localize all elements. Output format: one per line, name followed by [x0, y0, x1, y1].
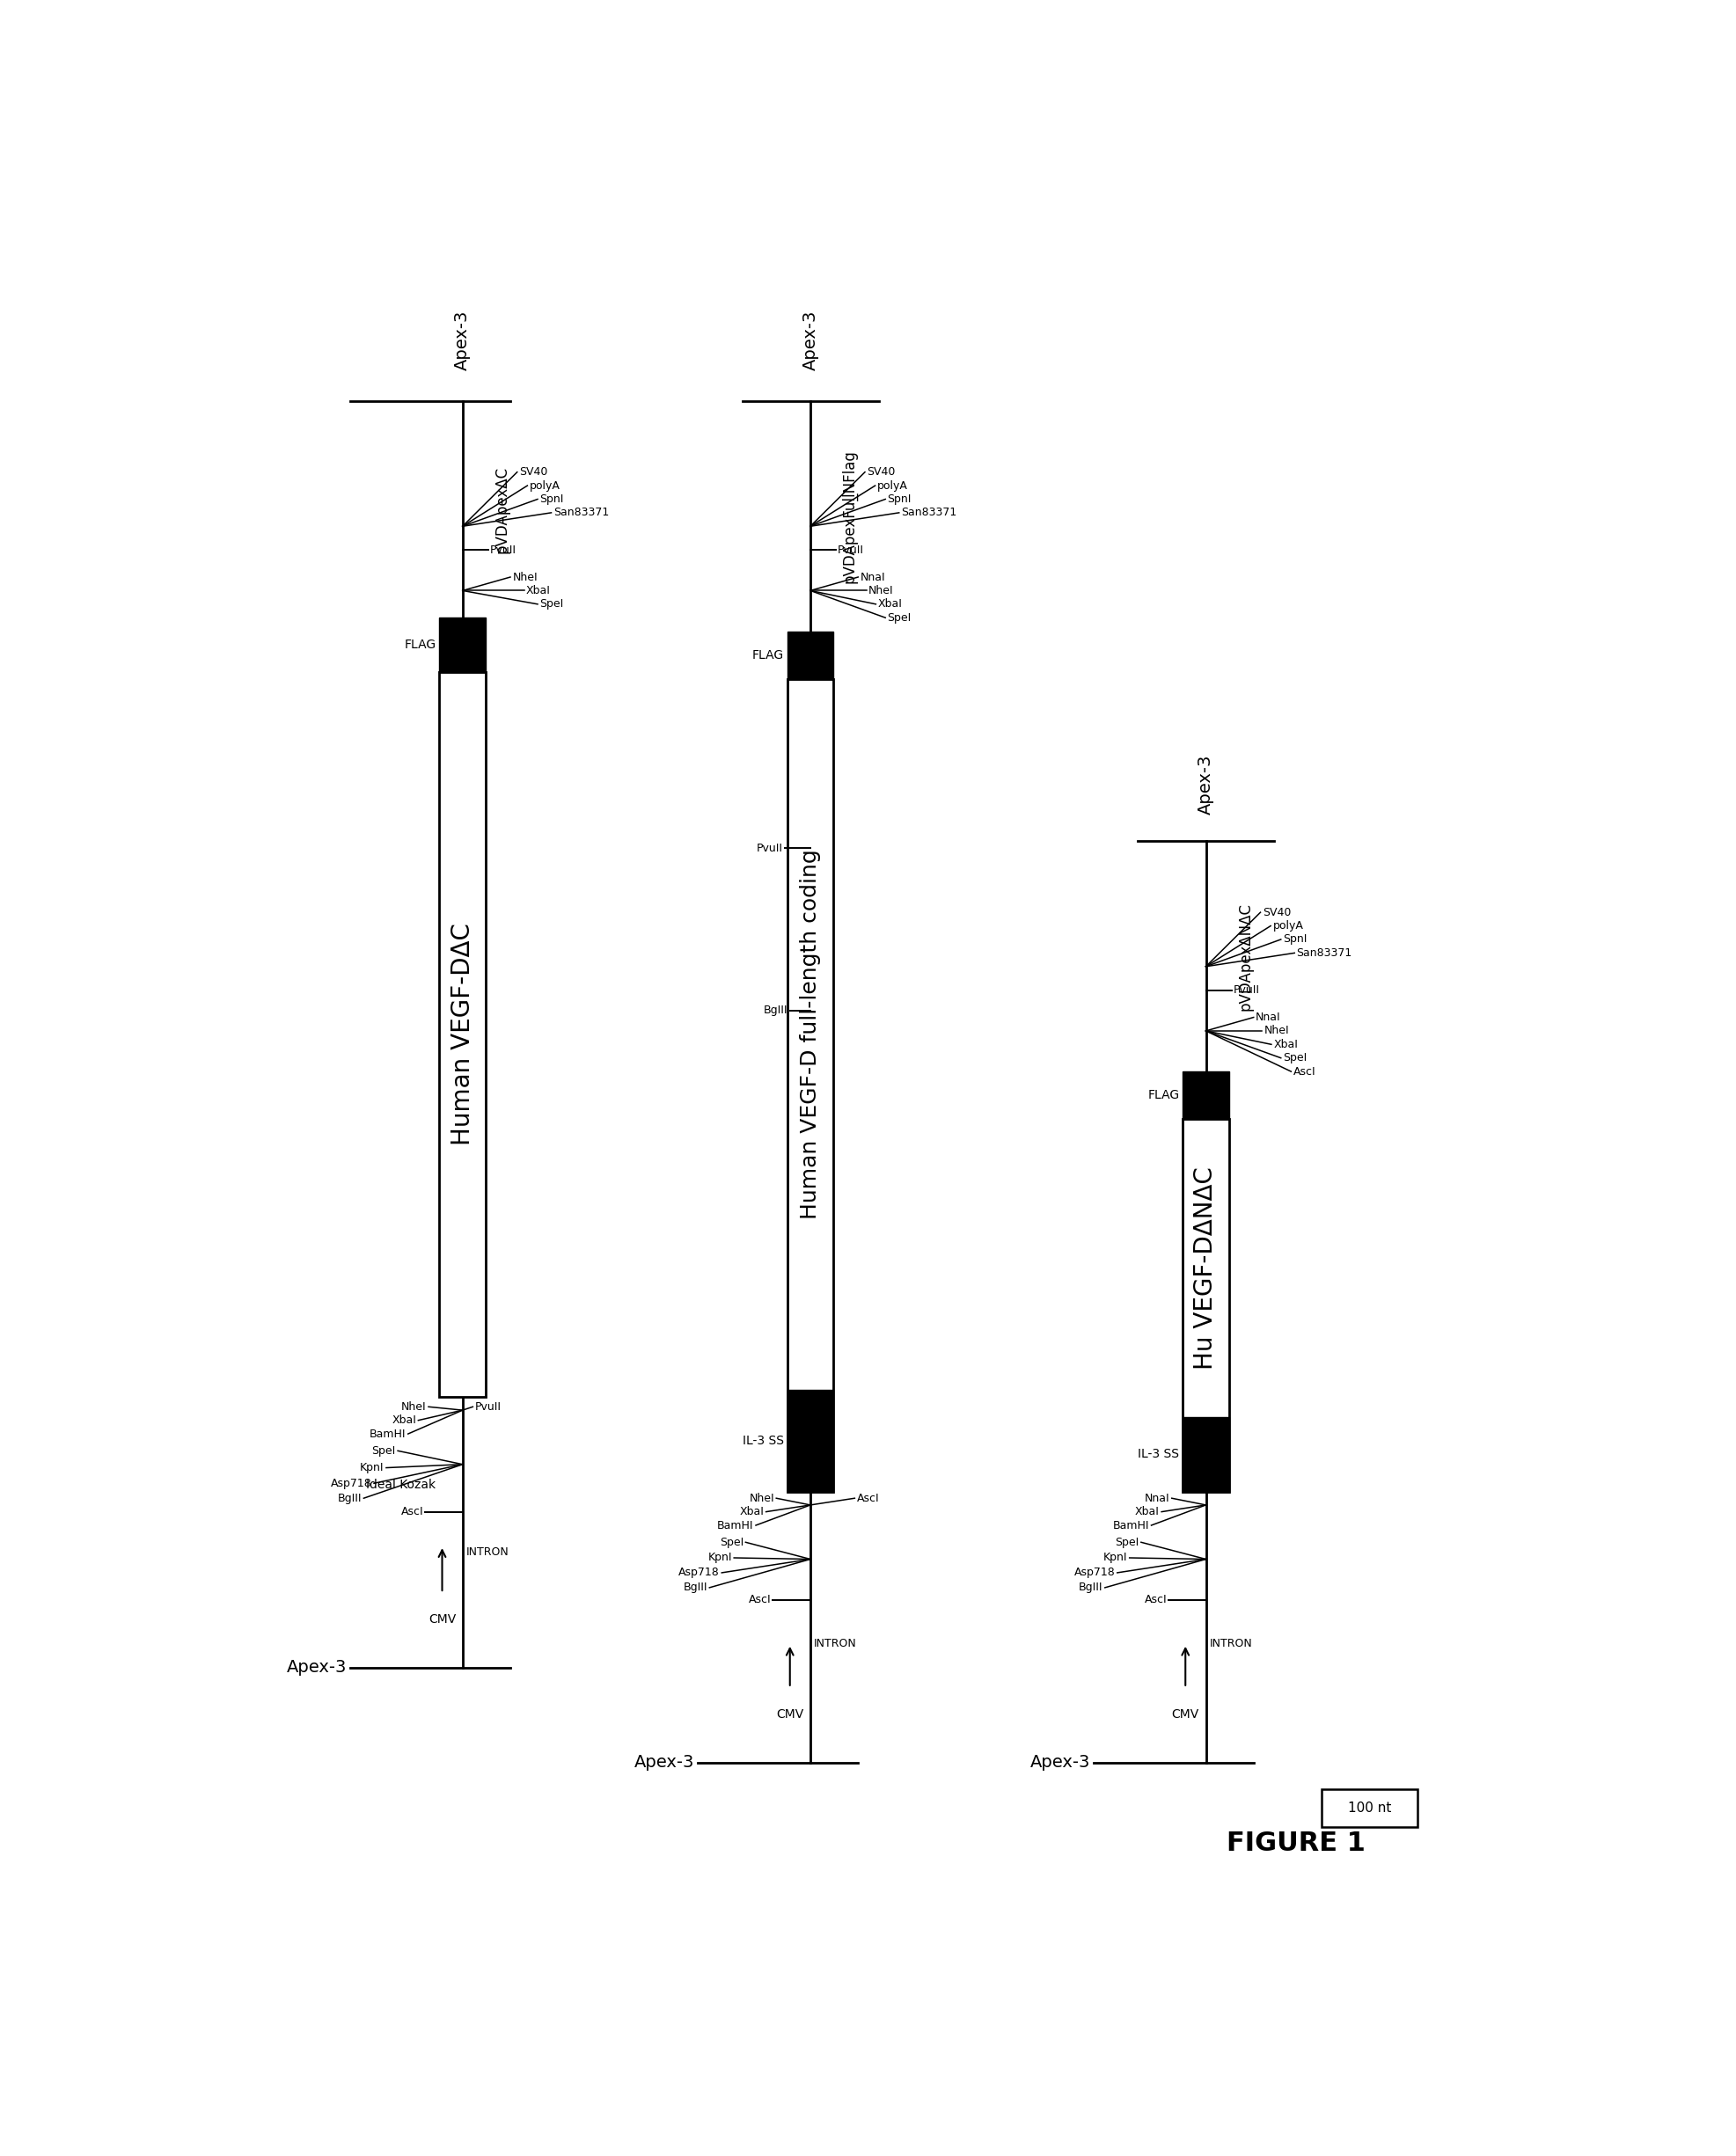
Text: Apex-3: Apex-3: [1196, 755, 1213, 815]
Text: San83371: San83371: [901, 507, 957, 517]
Text: PvuII: PvuII: [1233, 985, 1259, 996]
Text: XbaI: XbaI: [740, 1507, 764, 1518]
Bar: [439, 619, 486, 673]
Text: San83371: San83371: [554, 507, 609, 517]
Text: XbaI: XbaI: [392, 1414, 417, 1425]
Text: pVDApexFull̲NFlag: pVDApexFull̲NFlag: [842, 448, 858, 582]
Text: AscI: AscI: [748, 1593, 771, 1606]
Text: KpnI: KpnI: [707, 1552, 731, 1563]
Text: SV40: SV40: [519, 466, 547, 479]
Text: polyA: polyA: [529, 481, 559, 492]
Text: AscI: AscI: [856, 1492, 878, 1505]
Text: NnaI: NnaI: [859, 571, 885, 582]
Text: BgIII: BgIII: [1078, 1583, 1102, 1593]
Text: FLAG: FLAG: [1147, 1089, 1179, 1102]
Text: SpeI: SpeI: [719, 1537, 743, 1548]
Text: SpeI: SpeI: [372, 1445, 396, 1457]
Text: PvuII: PvuII: [474, 1401, 502, 1412]
Text: pVDApexΔNΔC: pVDApexΔNΔC: [1236, 901, 1252, 1011]
Text: BgIII: BgIII: [764, 1005, 788, 1015]
Text: BamHI: BamHI: [370, 1427, 406, 1440]
Text: PvuII: PvuII: [837, 543, 863, 556]
Text: Human VEGF-D full-length coding: Human VEGF-D full-length coding: [799, 849, 821, 1220]
Text: IL-3 SS: IL-3 SS: [1137, 1449, 1179, 1460]
Text: Apex-3: Apex-3: [634, 1755, 694, 1770]
Bar: [1182, 1119, 1229, 1492]
Text: INTRON: INTRON: [1208, 1639, 1252, 1649]
Text: FIGURE 1: FIGURE 1: [1226, 1830, 1364, 1856]
Bar: [1182, 1072, 1229, 1119]
Text: Human VEGF-DΔC: Human VEGF-DΔC: [450, 923, 474, 1145]
Bar: [786, 1391, 833, 1492]
Text: SpeI: SpeI: [887, 612, 911, 623]
Text: SpnI: SpnI: [1283, 934, 1307, 944]
Text: Apex-3: Apex-3: [455, 310, 470, 371]
Text: Hu VEGF-DΔNΔC: Hu VEGF-DΔNΔC: [1193, 1166, 1217, 1369]
Text: Asp718: Asp718: [330, 1477, 372, 1490]
Text: INTRON: INTRON: [465, 1546, 509, 1559]
Text: KpnI: KpnI: [359, 1462, 384, 1473]
Text: BamHI: BamHI: [1113, 1520, 1149, 1531]
Text: XbaI: XbaI: [877, 599, 903, 610]
Text: CMV: CMV: [429, 1613, 455, 1626]
Bar: [1182, 1416, 1229, 1492]
Text: Asp718: Asp718: [1073, 1567, 1115, 1578]
Text: SV40: SV40: [866, 466, 896, 479]
Text: CMV: CMV: [1172, 1708, 1198, 1720]
Text: SpeI: SpeI: [1115, 1537, 1139, 1548]
Text: FLAG: FLAG: [404, 638, 436, 651]
Text: 100 nt: 100 nt: [1347, 1802, 1391, 1815]
Text: PvuII: PvuII: [757, 843, 783, 854]
Text: SV40: SV40: [1262, 908, 1290, 918]
Text: IL-3 SS: IL-3 SS: [741, 1434, 783, 1447]
Text: PvuII: PvuII: [490, 543, 516, 556]
Text: NheI: NheI: [868, 584, 892, 597]
Text: NheI: NheI: [401, 1401, 427, 1412]
Text: XbaI: XbaI: [526, 584, 550, 597]
Text: AscI: AscI: [1144, 1593, 1167, 1606]
Text: NnaI: NnaI: [1255, 1011, 1279, 1024]
Text: XbaI: XbaI: [1272, 1039, 1297, 1050]
Text: Asp718: Asp718: [679, 1567, 719, 1578]
Text: BgIII: BgIII: [682, 1583, 707, 1593]
Text: SpnI: SpnI: [887, 494, 911, 505]
Text: AscI: AscI: [1293, 1065, 1316, 1078]
Text: FLAG: FLAG: [752, 649, 783, 662]
Text: polyA: polyA: [1272, 921, 1302, 931]
Text: AscI: AscI: [401, 1507, 424, 1518]
Text: San83371: San83371: [1295, 946, 1352, 959]
Bar: [1321, 1789, 1417, 1826]
Text: polyA: polyA: [877, 481, 908, 492]
Text: XbaI: XbaI: [1134, 1507, 1160, 1518]
Text: SpnI: SpnI: [540, 494, 564, 505]
Text: INTRON: INTRON: [814, 1639, 856, 1649]
Text: Apex-3: Apex-3: [286, 1660, 347, 1675]
Text: Ideal Kozak: Ideal Kozak: [366, 1479, 436, 1490]
Text: BgIII: BgIII: [337, 1492, 361, 1505]
Text: KpnI: KpnI: [1102, 1552, 1127, 1563]
Text: BamHI: BamHI: [717, 1520, 753, 1531]
Text: NheI: NheI: [512, 571, 536, 582]
Bar: [786, 679, 833, 1492]
Text: pVDApexΔC: pVDApexΔC: [493, 466, 510, 552]
Text: CMV: CMV: [776, 1708, 804, 1720]
Text: SpeI: SpeI: [1283, 1052, 1305, 1063]
Text: NnaI: NnaI: [1144, 1492, 1168, 1505]
Text: Apex-3: Apex-3: [802, 310, 818, 371]
Text: SpeI: SpeI: [540, 599, 564, 610]
Text: NheI: NheI: [1264, 1024, 1288, 1037]
Bar: [439, 673, 486, 1397]
Text: Apex-3: Apex-3: [1029, 1755, 1090, 1770]
Bar: [786, 632, 833, 679]
Text: NheI: NheI: [748, 1492, 774, 1505]
